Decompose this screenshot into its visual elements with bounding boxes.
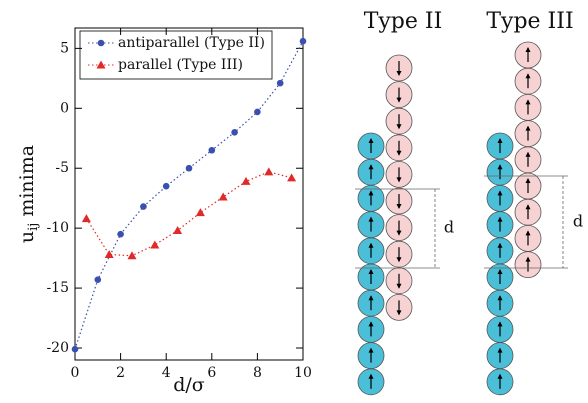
spin-arrowhead [497, 190, 503, 196]
spin-arrowhead [497, 164, 503, 170]
spin-arrowhead [497, 373, 503, 379]
spin-arrowhead [368, 242, 374, 248]
spin-arrowhead [396, 177, 402, 183]
point [276, 79, 284, 87]
plot-frame [74, 27, 304, 361]
y-tick-label: 5 [60, 40, 69, 56]
legend-label: parallel (Type III) [118, 57, 243, 73]
spin-arrowhead [396, 204, 402, 209]
x-tick-label: 6 [207, 365, 216, 381]
spin-arrowhead [368, 269, 374, 274]
spin-arrowhead [525, 178, 531, 183]
spin-arrowhead [497, 295, 503, 301]
spin-arrowhead [497, 347, 503, 353]
point [254, 108, 261, 116]
point [173, 226, 183, 235]
legend-marker [96, 60, 106, 69]
spin-arrowhead [497, 216, 503, 222]
point [150, 240, 160, 249]
type3-distance-label: d [573, 212, 583, 231]
x-axis-label: d/σ [173, 374, 205, 396]
y-tick-label: 0 [60, 100, 69, 116]
spin-arrowhead [525, 73, 531, 79]
legend-label: antiparallel (Type II) [118, 35, 265, 51]
point [104, 250, 114, 259]
spin-arrowhead [525, 99, 531, 105]
spin-arrowhead [368, 295, 374, 301]
spin-arrowhead [497, 242, 503, 248]
x-tick-label: 4 [162, 365, 171, 381]
spin-arrowhead [396, 150, 402, 156]
y-axis-label: uij minima [16, 145, 41, 243]
legend-box [79, 30, 273, 80]
type2-title: Type II [364, 9, 443, 34]
spin-arrowhead [525, 47, 531, 52]
diagram [355, 41, 568, 396]
point [117, 230, 124, 238]
spin-arrowhead [525, 204, 531, 210]
legend-marker [97, 39, 105, 47]
spin-arrowhead [368, 373, 374, 379]
y-tick-label: -10 [46, 220, 69, 236]
spin-arrowhead [525, 256, 531, 262]
spin-arrowhead [368, 190, 374, 196]
x-tick-label: 2 [116, 365, 125, 381]
spin-arrowhead [497, 138, 503, 143]
spin-arrowhead [396, 124, 402, 130]
spin-arrowhead [368, 347, 374, 353]
y-tick-label: -15 [46, 280, 69, 296]
spin-arrowhead [368, 138, 374, 143]
point [231, 128, 238, 136]
spin-arrowhead [497, 321, 503, 327]
x-tick-label: 8 [253, 365, 262, 381]
point [81, 214, 91, 223]
point [162, 182, 170, 190]
point [71, 345, 79, 353]
point [127, 251, 137, 260]
x-tick-label: 0 [71, 365, 80, 381]
point [241, 176, 251, 185]
spin-arrowhead [396, 71, 402, 76]
x-tick-label: 10 [294, 365, 312, 381]
spin-arrowhead [525, 151, 531, 157]
spin-arrowhead [368, 321, 374, 327]
spin-arrowhead [525, 125, 531, 131]
spin-arrowhead [396, 283, 402, 289]
y-tick-label: -20 [46, 340, 69, 356]
y-label-sub: ij [26, 223, 41, 231]
spin-arrowhead [396, 310, 402, 316]
point [195, 208, 205, 217]
series-line [85, 171, 292, 257]
series-line [74, 40, 304, 350]
point [218, 192, 228, 201]
spin-arrowhead [396, 257, 402, 263]
spin-arrowhead [396, 230, 402, 236]
point [208, 146, 216, 154]
type2-distance-label: d [444, 218, 454, 237]
spin-arrowhead [368, 216, 374, 222]
spin-arrowhead [497, 269, 503, 274]
point [287, 173, 297, 182]
point [94, 276, 102, 283]
spin-arrowhead [368, 164, 374, 170]
y-label-main: u [16, 231, 38, 243]
spin-arrowhead [525, 230, 531, 236]
y-tick-label: -5 [55, 160, 69, 176]
point [299, 37, 307, 45]
type3-title: Type III [486, 9, 573, 34]
y-label-rest: minima [16, 145, 38, 217]
point [140, 203, 147, 210]
spin-arrowhead [396, 97, 402, 103]
point [264, 167, 274, 176]
point [185, 164, 193, 172]
